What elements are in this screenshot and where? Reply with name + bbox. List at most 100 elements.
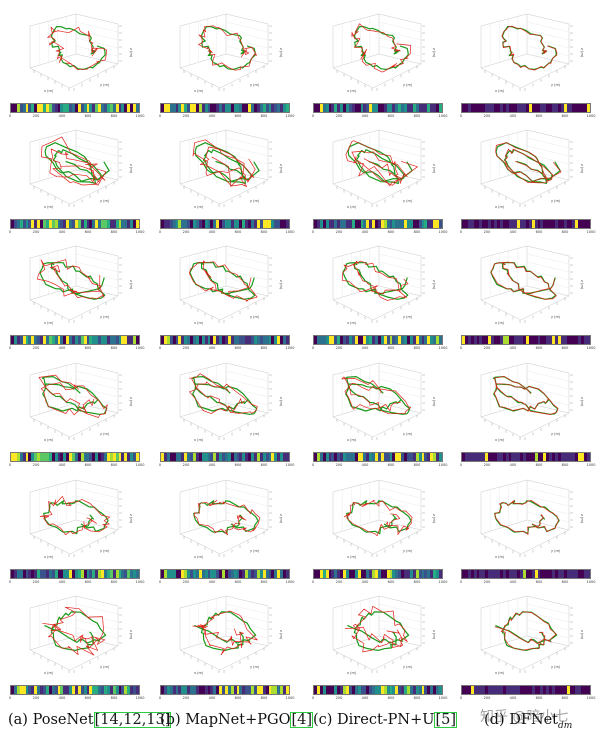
colorbar-segment <box>412 220 416 228</box>
colorbar-tick-label: 1000 <box>135 696 145 700</box>
colorbar-segment <box>552 336 555 344</box>
colorbar-segment <box>525 104 529 112</box>
axes-box <box>480 362 570 438</box>
colorbar-segment <box>163 570 167 578</box>
colorbar-segment <box>227 336 231 344</box>
colorbar-segment <box>348 453 352 461</box>
colorbar-segment <box>479 220 483 228</box>
colorbar-segment <box>63 570 67 578</box>
colorbar-segment <box>464 336 468 344</box>
colorbar-segment <box>563 570 567 578</box>
colorbar-segment <box>496 453 500 461</box>
colorbar-segment <box>517 570 521 578</box>
colorbar-tick-label: 1000 <box>438 463 448 467</box>
axes-box <box>332 595 422 671</box>
colorbar-segment <box>98 570 102 578</box>
colorbar-segment <box>40 453 43 461</box>
colorbar-segment <box>213 686 217 694</box>
colorbar-tick-label: 0 <box>459 580 463 584</box>
colorbar-segment <box>407 686 410 694</box>
colorbar-segment <box>268 220 272 228</box>
colorbar-segment <box>19 336 23 344</box>
colorbar-segment <box>514 570 518 578</box>
error-colorbar <box>10 219 140 229</box>
colorbar-segment <box>389 220 393 228</box>
colorbar-segment <box>380 336 384 344</box>
colorbar-segment <box>537 220 541 228</box>
colorbar-segment <box>398 336 402 344</box>
trajectory-plot-3d: z (m) x (m) y (m) <box>332 362 436 442</box>
colorbar-segment <box>491 336 494 344</box>
citation-link[interactable]: [5] <box>434 712 458 728</box>
colorbar-segment <box>584 336 587 344</box>
colorbar-segment <box>280 686 284 694</box>
error-colorbar <box>313 569 443 579</box>
colorbar-ticks: 0 200 400 600 800 1000 <box>460 463 596 469</box>
colorbar-tick-label: 0 <box>311 580 315 584</box>
colorbar-segment <box>485 570 489 578</box>
colorbar-tick-label: 0 <box>311 463 315 467</box>
colorbar-segment <box>195 453 199 461</box>
error-colorbar <box>160 335 290 345</box>
colorbar-segment <box>92 220 96 228</box>
colorbar-segment <box>42 336 46 344</box>
colorbar-segment <box>34 570 38 578</box>
colorbar-tick-label: 400 <box>361 346 369 350</box>
colorbar-segment <box>563 336 567 344</box>
colorbar-tick-label: 200 <box>483 463 491 467</box>
error-colorbar <box>10 103 140 113</box>
colorbar-segment <box>363 104 367 112</box>
colorbar-segment <box>340 104 344 112</box>
colorbar-ticks: 0 200 400 600 800 1000 <box>159 114 295 120</box>
colorbar-segment <box>245 220 249 228</box>
colorbar-ticks: 0 200 400 600 800 1000 <box>311 580 448 586</box>
x-axis-label: x (m) <box>44 321 54 325</box>
colorbar-segment <box>181 453 185 461</box>
colorbar-segment <box>271 336 275 344</box>
trajectory-plot-3d: z (m) x (m) y (m) <box>29 595 133 675</box>
colorbar-segment <box>555 336 558 344</box>
colorbar-tick-label: 600 <box>387 230 395 234</box>
colorbar-segment <box>109 570 113 578</box>
colorbar-tick-label: 600 <box>535 580 543 584</box>
colorbar-segment <box>248 336 252 344</box>
z-axis-label: z (m) <box>129 164 133 174</box>
axes-box <box>179 479 269 555</box>
colorbar-segment <box>42 570 46 578</box>
colorbar-segment <box>86 686 90 694</box>
colorbar-segment <box>421 336 425 344</box>
x-axis-label: x (m) <box>194 438 204 442</box>
x-axis-label: x (m) <box>347 89 357 93</box>
colorbar-segment <box>496 104 500 112</box>
colorbar-segment <box>511 336 515 344</box>
axes-box <box>332 479 422 555</box>
colorbar-segment <box>175 104 179 112</box>
colorbar-segment <box>552 453 555 461</box>
x-axis-label: x (m) <box>347 205 357 209</box>
colorbar-segment <box>92 570 96 578</box>
colorbar-segment <box>520 453 524 461</box>
colorbar-segment <box>334 220 338 228</box>
citation-link[interactable]: [4] <box>290 712 313 728</box>
colorbar-segment <box>337 104 341 112</box>
colorbar-segment <box>421 686 425 694</box>
colorbar-segment <box>316 686 320 694</box>
colorbar-segment <box>60 570 64 578</box>
colorbar-segment <box>181 220 185 228</box>
colorbar-segment <box>57 570 61 578</box>
citation-link[interactable]: [14,12,13] <box>93 712 172 728</box>
colorbar-segment <box>268 453 272 461</box>
colorbar-segment <box>184 104 188 112</box>
colorbar-segment <box>427 453 431 461</box>
colorbar-segment <box>63 220 67 228</box>
colorbar-segment <box>401 570 405 578</box>
trajectory-plot-3d: z (m) x (m) y (m) <box>332 595 436 675</box>
predicted-path <box>189 260 258 302</box>
colorbar-segment <box>377 453 381 461</box>
colorbar-segment <box>42 686 46 694</box>
colorbar-segment <box>219 453 223 461</box>
colorbar-segment <box>98 686 102 694</box>
colorbar-segment <box>34 220 38 228</box>
colorbar-segment <box>555 686 558 694</box>
colorbar-segment <box>77 686 81 694</box>
